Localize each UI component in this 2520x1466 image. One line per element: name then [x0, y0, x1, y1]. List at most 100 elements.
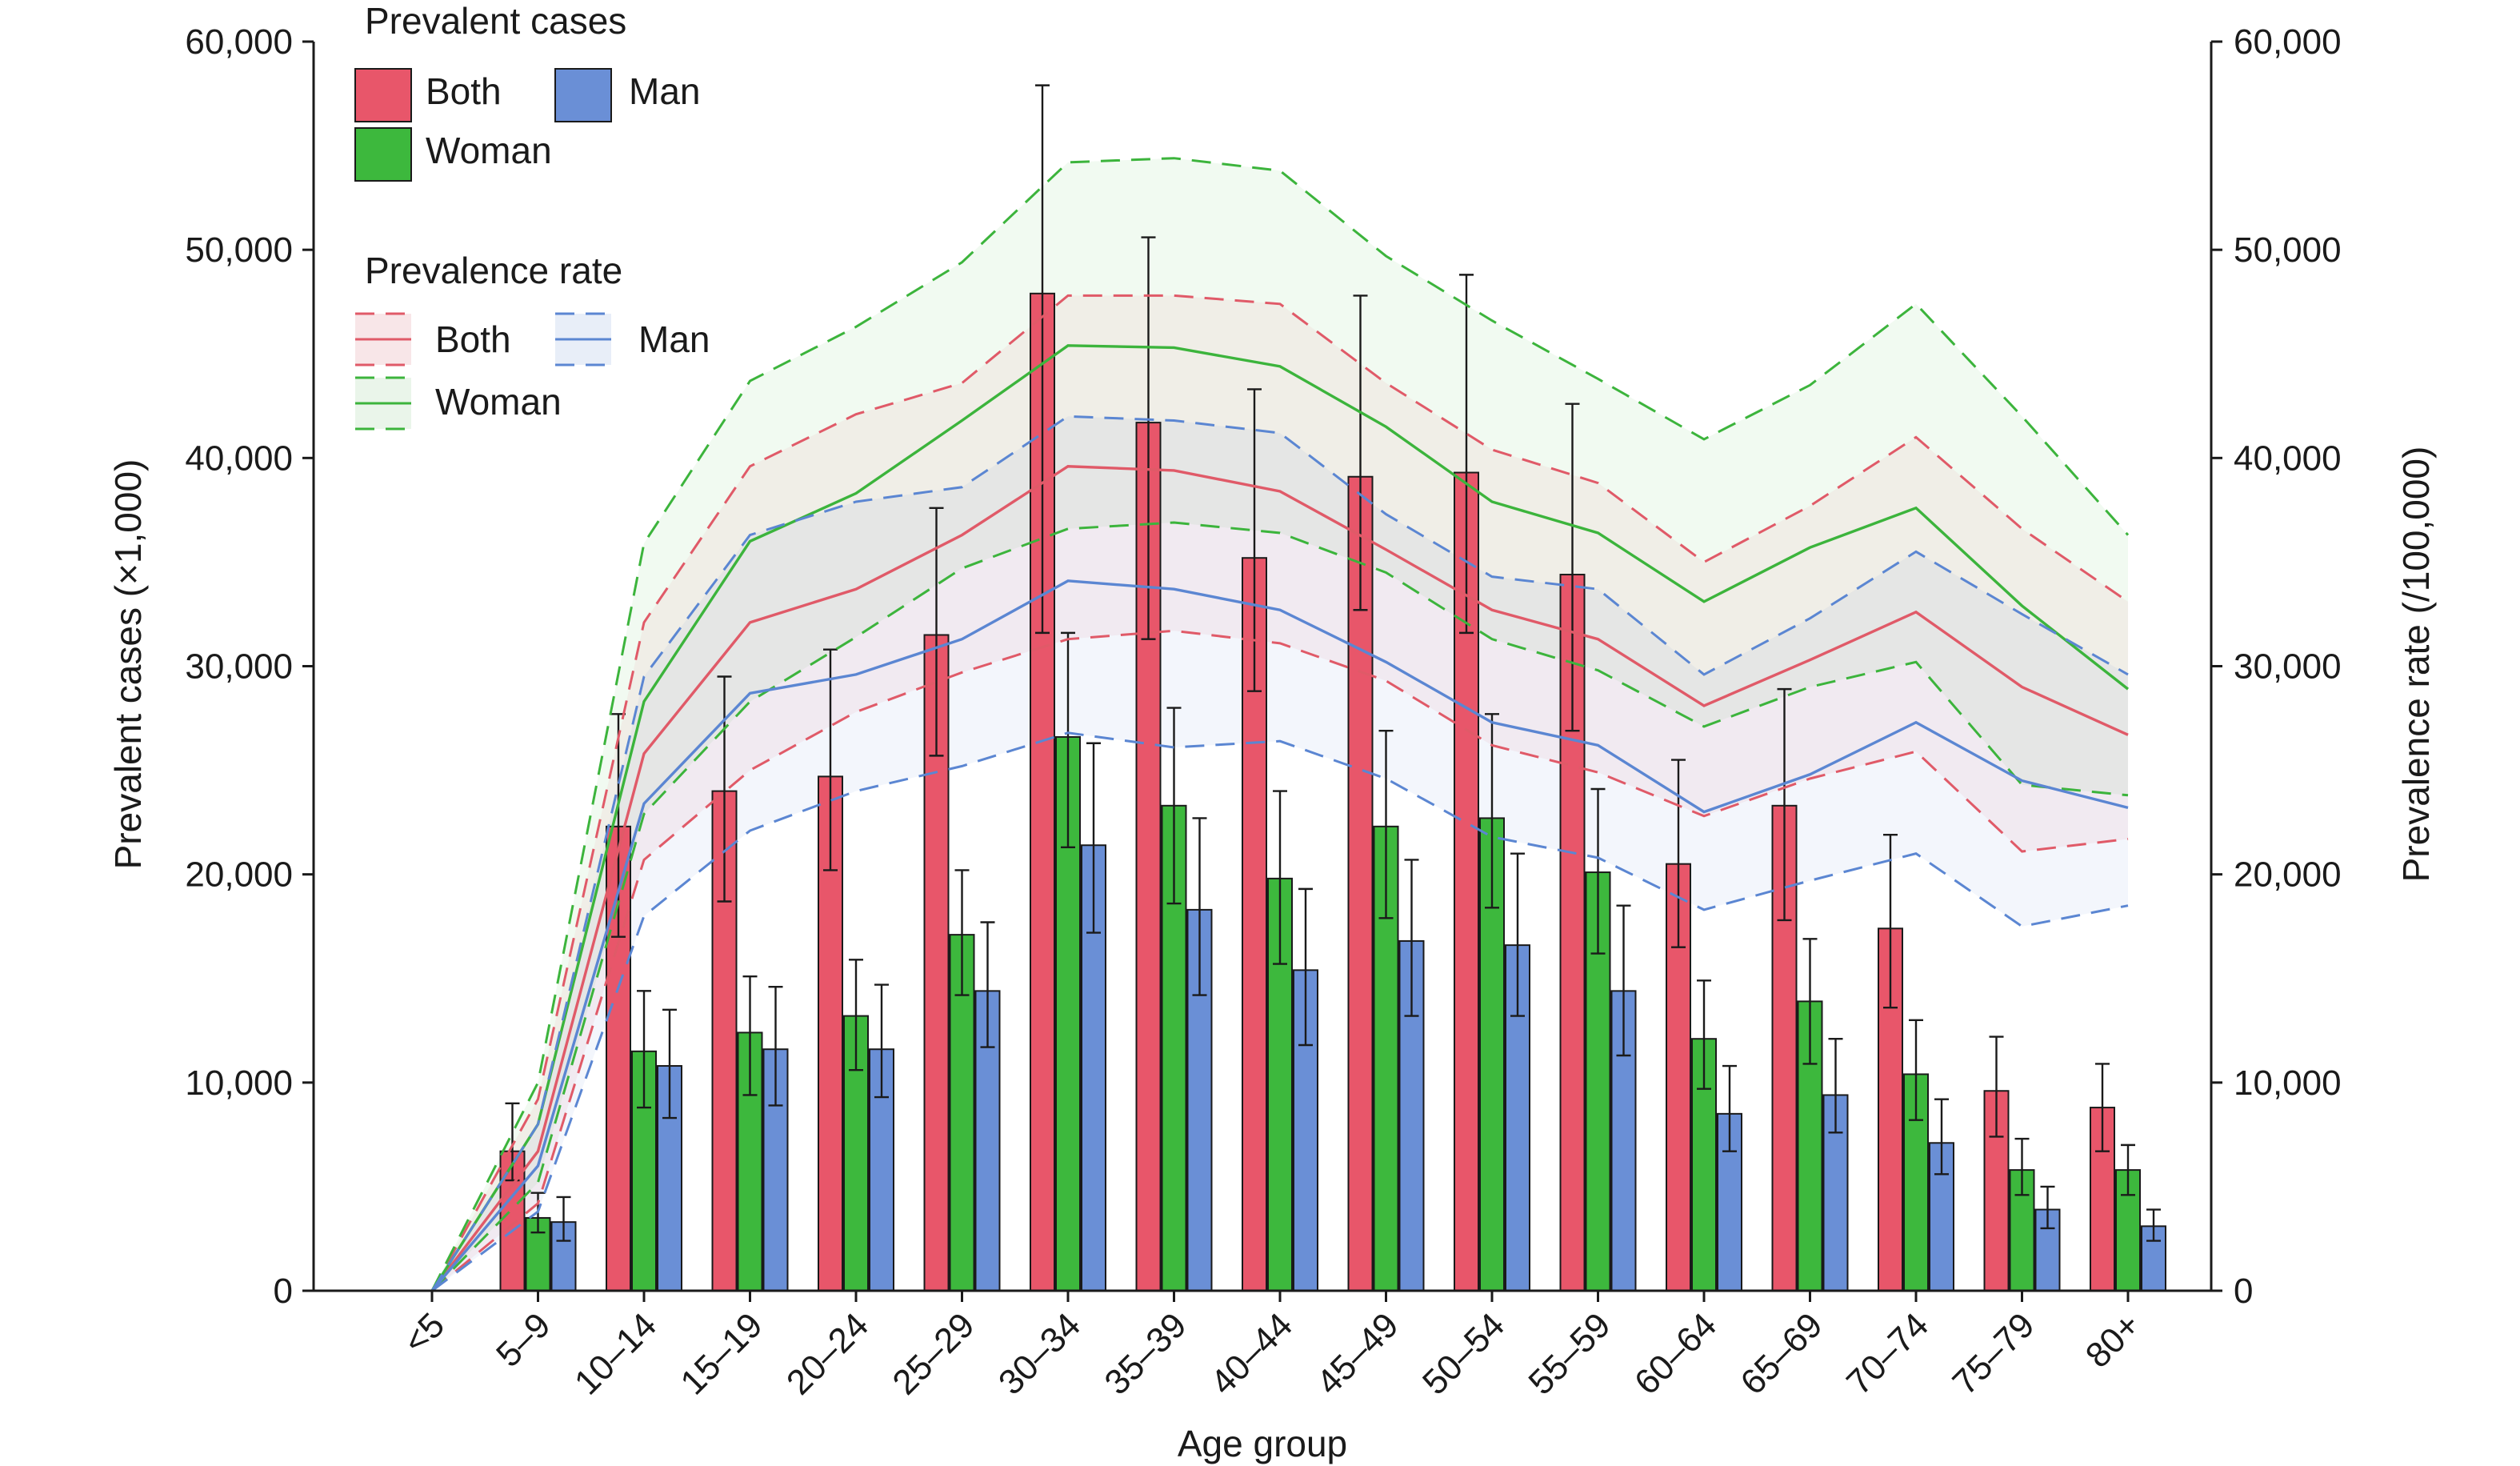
error-bar-man-65-69 — [1828, 1037, 1843, 1134]
error-bar-both-15-19 — [717, 675, 732, 903]
error-bar-man-80- — [2146, 1208, 2161, 1242]
rate-line-man — [430, 579, 2129, 1292]
error-bar-woman-75-79 — [2014, 1137, 2030, 1196]
rate-line-woman — [430, 344, 2130, 1292]
error-bar-both-80- — [2095, 1063, 2110, 1152]
error-bar-both-55-59 — [1565, 403, 1580, 732]
x-tick-label-15: 75–79 — [1945, 1305, 2042, 1402]
bar-both-60-64 — [1666, 863, 1691, 1292]
left-y-tick-label: 20,000 — [185, 855, 293, 895]
right-y-axis-title: Prevalence rate (/100,000) — [2395, 447, 2437, 883]
x-tick-label-10: 50–54 — [1415, 1305, 1512, 1402]
legend: Prevalent cases Both Man Woman Prevalenc… — [354, 0, 710, 431]
right-y-tick-label: 60,000 — [2234, 22, 2342, 62]
error-bar-man-50-54 — [1510, 852, 1525, 1017]
x-tick-label-5: 25–29 — [885, 1305, 982, 1402]
x-tick-label-12: 60–64 — [1627, 1305, 1724, 1402]
legend-rate-woman-sample — [355, 376, 411, 431]
error-bar-both-50-54 — [1459, 274, 1474, 635]
x-tick-label-13: 65–69 — [1733, 1305, 1830, 1402]
legend-cases-title: Prevalent cases — [365, 0, 626, 42]
left-y-tick-label: 30,000 — [185, 647, 293, 687]
legend-rate-label-woman: Woman — [435, 381, 562, 423]
error-bar-both-65-69 — [1777, 687, 1792, 922]
x-tick-label-7: 35–39 — [1097, 1305, 1194, 1402]
rate-uncertainty-bands — [432, 158, 2128, 1291]
rate-band-both — [432, 295, 2128, 1291]
x-tick-label-6: 30–34 — [991, 1305, 1088, 1402]
left-y-tick-label: 60,000 — [185, 22, 293, 62]
error-bar-both-75-79 — [1989, 1035, 2004, 1138]
error-bar-man-25-29 — [980, 921, 995, 1048]
x-axis-title: Age group — [1178, 1423, 1347, 1464]
legend-label-man: Man — [629, 70, 700, 112]
error-bar-woman-70-74 — [1909, 1019, 1923, 1121]
error-bar-woman-60-64 — [1697, 979, 1711, 1090]
error-bar-woman-80- — [2121, 1144, 2135, 1196]
error-bar-woman-30-34 — [1061, 631, 1075, 849]
legend-swatch-woman — [354, 127, 412, 182]
right-y-tick-label: 50,000 — [2234, 230, 2342, 270]
x-tick-label-16: 80+ — [2078, 1305, 2148, 1375]
error-bar-both-70-74 — [1883, 834, 1898, 1009]
x-tick-label-1: 5–9 — [489, 1305, 558, 1375]
right-y-tick-label: 20,000 — [2234, 855, 2342, 895]
error-bar-man-35-39 — [1192, 817, 1207, 996]
legend-swatch-man — [554, 68, 612, 122]
rate-band-man — [432, 416, 2128, 1291]
right-y-tick-label: 40,000 — [2234, 439, 2342, 478]
error-bar-man-60-64 — [1722, 1064, 1737, 1152]
error-bar-both-20-24 — [823, 648, 838, 871]
legend-swatch-both — [354, 68, 412, 122]
error-bar-man-5-9 — [556, 1196, 571, 1242]
legend-label-woman: Woman — [426, 130, 552, 171]
bar-both-45-49 — [1347, 475, 1374, 1292]
left-y-axis-title: Prevalent cases (×1,000) — [107, 459, 149, 870]
error-bar-man-75-79 — [2040, 1185, 2055, 1230]
legend-rate-label-both: Both — [435, 318, 511, 360]
bar-man-60-64 — [1717, 1112, 1742, 1292]
left-y-tick-label: 40,000 — [185, 439, 293, 478]
error-bar-both-35-39 — [1141, 236, 1156, 640]
error-bar-man-20-24 — [874, 983, 889, 1099]
right-y-ticks: 0 10,000 20,000 30,000 40,000 50,000 60,000 — [2211, 22, 2342, 1311]
error-bar-both-30-34 — [1035, 84, 1050, 635]
rate-upper-line-man — [430, 415, 2129, 1292]
x-tick-label-3: 15–19 — [673, 1305, 770, 1402]
legend-rate-both-sample — [355, 312, 411, 366]
rate-lower-line-man — [431, 731, 2129, 1292]
error-bar-man-10-14 — [662, 1008, 677, 1120]
rate-band-woman — [432, 158, 2128, 1291]
right-y-tick-label: 10,000 — [2234, 1063, 2342, 1103]
x-tick-label-14: 70–74 — [1839, 1305, 1936, 1402]
error-bar-both-60-64 — [1671, 759, 1686, 948]
error-bar-woman-25-29 — [954, 869, 970, 996]
left-y-ticks: 0 10,000 20,000 30,000 40,000 50,000 60,000 — [185, 22, 314, 1311]
legend-rate-man-sample — [555, 312, 611, 366]
rate-lower-line-woman — [430, 521, 2129, 1292]
x-ticks: <5 5–9 10–14 15–19 20–24 25–29 30–34 35–39 40–44… — [396, 1291, 2148, 1403]
legend-rate-title: Prevalence rate — [365, 250, 622, 291]
error-bar-man-45-49 — [1404, 859, 1419, 1017]
rate-lower-line-both — [431, 629, 2129, 1292]
left-y-tick-label: 50,000 — [185, 230, 293, 270]
x-tick-label-0: <5 — [396, 1305, 452, 1361]
x-tick-label-8: 40–44 — [1203, 1305, 1300, 1402]
rate-line-both — [430, 465, 2129, 1292]
right-y-tick-label: 0 — [2234, 1272, 2253, 1311]
right-y-tick-label: 30,000 — [2234, 647, 2342, 687]
error-bar-man-15-19 — [768, 985, 783, 1107]
error-bar-man-30-34 — [1086, 742, 1101, 934]
error-bar-woman-10-14 — [637, 990, 651, 1109]
error-bar-both-45-49 — [1353, 294, 1368, 611]
rate-lines — [430, 157, 2130, 1292]
error-bar-woman-15-19 — [742, 975, 758, 1096]
error-bar-woman-20-24 — [849, 959, 863, 1071]
error-bar-woman-45-49 — [1378, 729, 1394, 919]
rate-upper-line-woman — [430, 157, 2130, 1292]
x-tick-label-11: 55–59 — [1521, 1305, 1618, 1402]
error-bar-woman-35-39 — [1166, 707, 1182, 905]
error-bar-man-55-59 — [1616, 904, 1631, 1057]
rate-upper-line-both — [430, 294, 2129, 1292]
